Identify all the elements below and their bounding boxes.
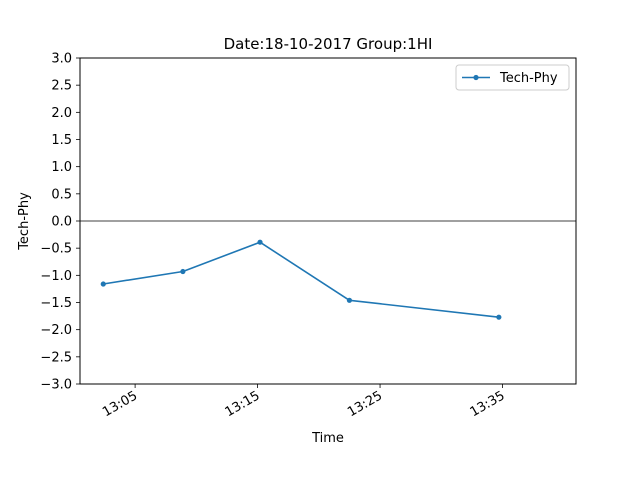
- data-point: [496, 314, 502, 320]
- data-point: [180, 268, 186, 275]
- y-tick-label: −3.0: [40, 378, 72, 393]
- data-point: [346, 297, 353, 303]
- y-tick-label: 0.5: [51, 187, 72, 202]
- legend-label: Tech-Phy: [499, 71, 558, 86]
- chart-title: Date:18-10-2017 Group:1HI: [224, 35, 433, 53]
- y-tick-label: −1.0: [40, 269, 72, 284]
- data-point: [257, 239, 263, 245]
- y-tick-label: −0.5: [40, 242, 72, 257]
- y-tick-label: 1.0: [51, 160, 72, 175]
- y-tick-label: 1.5: [51, 133, 72, 148]
- y-axis-label: Tech-Phy: [17, 192, 32, 251]
- legend: Tech-Phy: [455, 64, 570, 91]
- y-tick-label: −2.5: [40, 350, 72, 365]
- y-tick-label: −1.5: [40, 296, 72, 311]
- legend-marker: [473, 74, 479, 81]
- y-tick-label: 3.0: [51, 52, 72, 67]
- legend-box: [455, 64, 570, 91]
- data-point: [100, 281, 106, 287]
- y-tick-label: 2.5: [51, 79, 72, 94]
- y-tick-label: −2.0: [40, 323, 72, 338]
- x-axis-label: Time: [311, 431, 344, 446]
- y-tick-label: 0.0: [51, 215, 72, 230]
- y-tick-label: 2.0: [51, 106, 72, 121]
